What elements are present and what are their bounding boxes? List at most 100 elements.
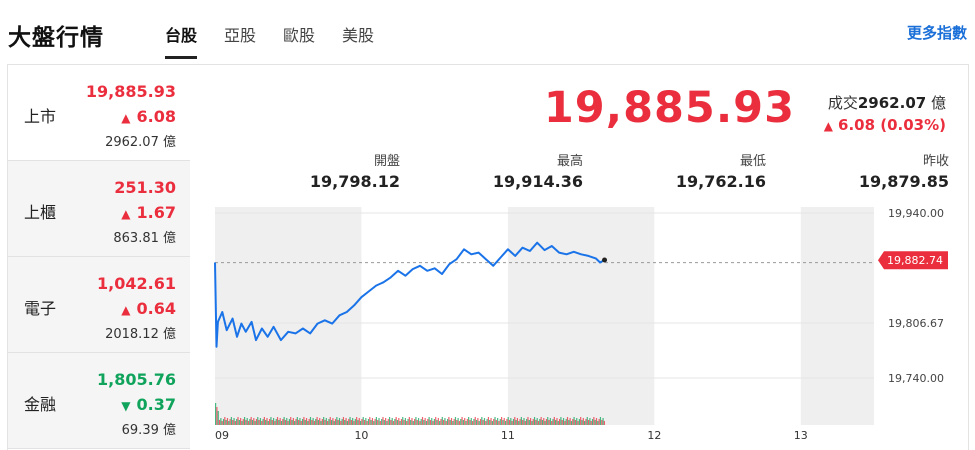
volume-bar bbox=[311, 420, 313, 425]
volume-bar bbox=[225, 420, 227, 425]
volume-bar bbox=[337, 420, 339, 425]
volume-bar bbox=[259, 418, 262, 425]
volume-bar bbox=[533, 417, 536, 425]
volume-bar bbox=[532, 419, 534, 425]
volume-bar bbox=[423, 420, 425, 425]
x-tick-label: 10 bbox=[354, 429, 368, 442]
volume-bar bbox=[410, 420, 412, 425]
volume-bar bbox=[309, 417, 312, 425]
volume-bar bbox=[399, 421, 401, 425]
volume-bar bbox=[400, 419, 403, 425]
volume-bar bbox=[443, 420, 445, 425]
hour-band bbox=[507, 207, 655, 425]
volume-bar bbox=[424, 418, 426, 425]
volume-bar bbox=[569, 418, 571, 425]
stat-value: 19,762.16 bbox=[675, 172, 766, 191]
volume-bar bbox=[591, 419, 594, 425]
market-price: 1,042.61 bbox=[97, 274, 176, 293]
volume-bar bbox=[474, 417, 476, 425]
volume-bar bbox=[255, 419, 258, 425]
volume-bar bbox=[388, 417, 391, 425]
volume-bar bbox=[332, 418, 334, 425]
volume-bar bbox=[541, 420, 544, 425]
volume-bar bbox=[460, 419, 462, 425]
volume-bar bbox=[527, 417, 529, 425]
market-price: 19,885.93 bbox=[85, 82, 176, 101]
volume-bar bbox=[261, 421, 263, 425]
volume-bar bbox=[503, 418, 505, 425]
volume-bar bbox=[493, 419, 495, 425]
volume-bar bbox=[582, 418, 584, 425]
volume-bar bbox=[454, 417, 457, 425]
volume-bar bbox=[313, 421, 316, 425]
tab-europe[interactable]: 歐股 bbox=[283, 26, 316, 45]
tab-asia[interactable]: 亞股 bbox=[224, 26, 257, 45]
page-title: 大盤行情 bbox=[8, 25, 104, 51]
volume-bar bbox=[586, 417, 588, 425]
volume-bar bbox=[230, 417, 233, 425]
volume-bar bbox=[403, 420, 405, 425]
stat-value: 19,879.85 bbox=[858, 172, 949, 191]
volume-bar bbox=[428, 417, 430, 425]
y-tick-label: 19,806.67 bbox=[888, 317, 944, 330]
volume-bar bbox=[444, 418, 446, 425]
volume-bar bbox=[419, 421, 421, 425]
volume-bar bbox=[465, 421, 467, 425]
volume-bar bbox=[562, 418, 565, 425]
market-item-listed[interactable]: 上市 19,885.93 ▲ 6.08 2962.07 億 bbox=[8, 65, 190, 161]
volume-bar bbox=[402, 417, 404, 425]
market-item-otc[interactable]: 上櫃 251.30 ▲ 1.67 863.81 億 bbox=[8, 161, 190, 257]
stat-label: 開盤 bbox=[373, 154, 400, 169]
volume-bar bbox=[436, 420, 438, 425]
volume-bar bbox=[303, 417, 305, 425]
volume-bar bbox=[420, 419, 422, 425]
market-change-value: 6.08 bbox=[136, 107, 176, 126]
volume-bar bbox=[288, 419, 291, 425]
intraday-chart[interactable]: 19,940.00 19,806.67 19,740.00 09 10 11 12 13 19,… bbox=[190, 193, 970, 450]
volume-bar bbox=[363, 420, 366, 425]
volume-bar bbox=[548, 420, 550, 425]
volume-bar bbox=[238, 420, 240, 425]
volume-bar bbox=[312, 418, 314, 425]
volume-bar bbox=[263, 417, 265, 425]
volume-bar bbox=[543, 418, 545, 425]
volume-bar bbox=[298, 420, 300, 425]
volume-bar bbox=[570, 421, 573, 425]
volume-bar bbox=[320, 421, 322, 425]
volume-bar bbox=[512, 419, 515, 425]
trade-volume-value: 2962.07 bbox=[857, 94, 927, 112]
volume-bar bbox=[432, 421, 434, 425]
volume-bar bbox=[379, 421, 381, 425]
volume-bar bbox=[300, 421, 302, 425]
stat-prev-close: 昨收 19,879.85 bbox=[779, 150, 949, 191]
tab-us[interactable]: 美股 bbox=[342, 26, 375, 45]
x-tick-label: 12 bbox=[647, 429, 661, 442]
more-indices-link[interactable]: 更多指數 bbox=[906, 24, 967, 42]
x-tick-label: 13 bbox=[794, 429, 808, 442]
volume-bar bbox=[367, 419, 370, 425]
market-item-finance[interactable]: 金融 1,805.76 ▼ 0.37 69.39 億 bbox=[8, 353, 190, 449]
volume-bar bbox=[470, 418, 472, 425]
volume-bar bbox=[461, 417, 463, 425]
volume-bar bbox=[526, 419, 528, 425]
volume-bar bbox=[404, 418, 406, 425]
volume-bar bbox=[237, 417, 239, 425]
volume-bar bbox=[456, 420, 458, 425]
volume-bar bbox=[381, 419, 383, 425]
stat-open: 開盤 19,798.12 bbox=[230, 150, 400, 191]
market-volume: 863.81 億 bbox=[113, 231, 176, 246]
volume-bar bbox=[396, 420, 399, 425]
volume-bar bbox=[292, 418, 294, 425]
volume-bar bbox=[358, 418, 360, 425]
tab-taiwan[interactable]: 台股 bbox=[165, 22, 198, 59]
volume-bar bbox=[221, 421, 223, 425]
volume-bar bbox=[425, 421, 428, 425]
x-tick-label: 11 bbox=[501, 429, 515, 442]
market-item-electronics[interactable]: 電子 1,042.61 ▲ 0.64 2018.12 億 bbox=[8, 257, 190, 353]
volume-bar bbox=[391, 418, 393, 425]
volume-bar bbox=[215, 403, 217, 425]
volume-bar bbox=[578, 419, 580, 425]
volume-bar bbox=[507, 417, 509, 425]
volume-bar bbox=[576, 418, 578, 425]
stat-label: 昨收 bbox=[922, 154, 949, 169]
